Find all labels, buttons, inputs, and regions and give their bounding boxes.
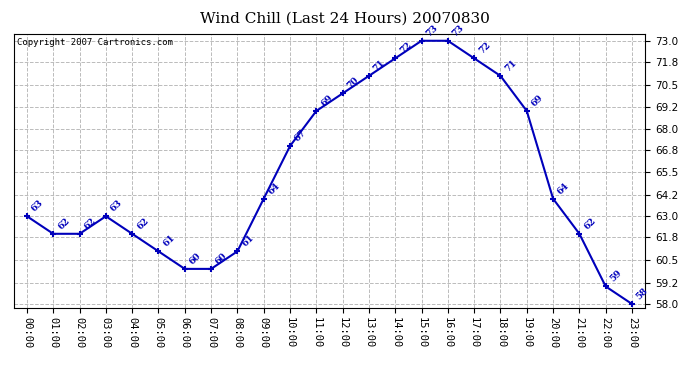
- Text: 69: 69: [319, 93, 335, 108]
- Text: 73: 73: [451, 23, 466, 38]
- Text: 63: 63: [108, 198, 124, 213]
- Text: 72: 72: [477, 40, 492, 56]
- Text: 61: 61: [240, 233, 255, 249]
- Text: Copyright 2007 Cartronics.com: Copyright 2007 Cartronics.com: [17, 38, 172, 47]
- Text: 63: 63: [30, 198, 45, 213]
- Text: 67: 67: [293, 128, 308, 143]
- Text: 70: 70: [346, 75, 360, 91]
- Text: 69: 69: [529, 93, 545, 108]
- Text: 58: 58: [635, 286, 650, 301]
- Text: 62: 62: [82, 216, 97, 231]
- Text: Wind Chill (Last 24 Hours) 20070830: Wind Chill (Last 24 Hours) 20070830: [200, 11, 490, 25]
- Text: 62: 62: [135, 216, 150, 231]
- Text: 62: 62: [582, 216, 598, 231]
- Text: 73: 73: [424, 23, 440, 38]
- Text: 64: 64: [266, 181, 282, 196]
- Text: 62: 62: [56, 216, 71, 231]
- Text: 71: 71: [503, 58, 518, 73]
- Text: 59: 59: [609, 268, 624, 284]
- Text: 60: 60: [214, 251, 229, 266]
- Text: 64: 64: [556, 181, 571, 196]
- Text: 71: 71: [372, 58, 387, 73]
- Text: 72: 72: [398, 40, 413, 56]
- Text: 60: 60: [188, 251, 203, 266]
- Text: 61: 61: [161, 233, 177, 249]
